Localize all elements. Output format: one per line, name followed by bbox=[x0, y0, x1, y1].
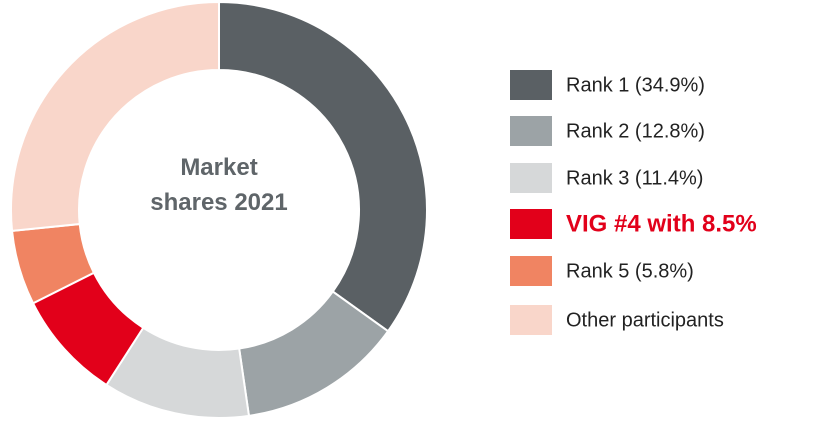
legend-label: Other participants bbox=[566, 309, 724, 331]
legend-label: VIG #4 with 8.5% bbox=[566, 210, 757, 237]
legend-swatch bbox=[510, 163, 552, 193]
chart-title: Market shares 2021 bbox=[150, 154, 288, 216]
legend-label: Rank 1 (34.9%) bbox=[566, 74, 705, 96]
donut-slice bbox=[10, 0, 220, 232]
donut-slice bbox=[218, 0, 428, 333]
legend-label: Rank 5 (5.8%) bbox=[566, 260, 694, 282]
legend-label: Rank 3 (11.4%) bbox=[566, 167, 703, 189]
legend-label: Rank 2 (12.8%) bbox=[566, 120, 705, 142]
legend-swatch bbox=[510, 70, 552, 100]
legend-swatch bbox=[510, 209, 552, 239]
legend-swatch bbox=[510, 256, 552, 286]
legend-swatch bbox=[510, 116, 552, 146]
legend-swatch bbox=[510, 305, 552, 335]
